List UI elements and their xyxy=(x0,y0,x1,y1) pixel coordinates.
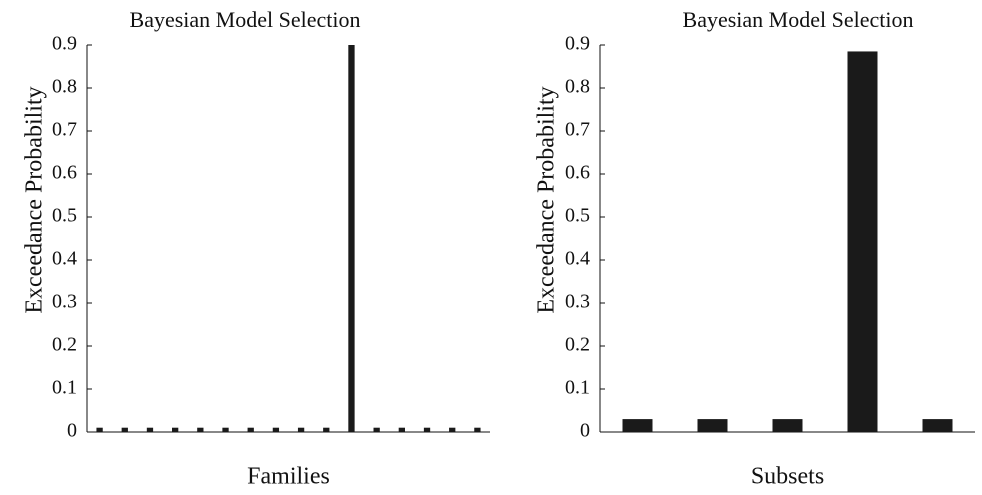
bar xyxy=(96,427,103,432)
bar xyxy=(474,427,481,432)
chart-title: Bayesian Model Selection xyxy=(130,7,361,32)
y-tick-label: 0.1 xyxy=(52,377,77,399)
y-axis-label: Exceedance Probability xyxy=(534,86,560,313)
bar xyxy=(247,427,254,432)
y-tick-label: 0.1 xyxy=(565,377,590,399)
y-tick-label: 0.7 xyxy=(565,119,590,141)
y-tick-label: 0.8 xyxy=(565,76,590,98)
bar xyxy=(922,419,953,432)
bar xyxy=(423,427,431,432)
bar xyxy=(373,427,380,432)
bar xyxy=(146,427,154,432)
y-axis-label: Exceedance Probability xyxy=(22,86,48,313)
y-tick-label: 0.8 xyxy=(52,76,77,98)
bar xyxy=(697,419,728,432)
bar xyxy=(297,427,305,432)
y-tick-label: 0.6 xyxy=(52,162,77,184)
y-tick-label: 0.3 xyxy=(565,291,590,313)
bar xyxy=(121,427,128,432)
y-tick-label: 0.9 xyxy=(52,33,77,55)
x-axis-label: Families xyxy=(247,464,330,490)
y-tick-label: 0.4 xyxy=(565,248,590,270)
bar xyxy=(348,45,355,432)
y-tick-label: 0.9 xyxy=(565,33,590,55)
y-tick-label: 0.7 xyxy=(52,119,77,141)
y-tick-label: 0.3 xyxy=(52,291,77,313)
x-axis-label: Subsets xyxy=(751,464,824,490)
bar xyxy=(449,427,456,432)
y-tick-label: 0.6 xyxy=(565,162,590,184)
y-tick-label: 0 xyxy=(67,420,77,442)
bar xyxy=(197,427,204,432)
y-tick-label: 0.5 xyxy=(52,205,77,227)
y-tick-label: 0.4 xyxy=(52,248,77,270)
bar xyxy=(847,51,878,432)
bar xyxy=(272,427,280,432)
bar xyxy=(222,427,229,432)
bar xyxy=(622,419,653,432)
y-tick-label: 0 xyxy=(580,420,590,442)
chart-title: Bayesian Model Selection xyxy=(683,7,914,32)
bar xyxy=(323,427,330,432)
bar xyxy=(772,419,803,432)
y-tick-label: 0.5 xyxy=(565,205,590,227)
y-tick-label: 0.2 xyxy=(52,334,77,356)
bar xyxy=(398,427,405,432)
bar xyxy=(172,427,179,432)
y-tick-label: 0.2 xyxy=(565,334,590,356)
